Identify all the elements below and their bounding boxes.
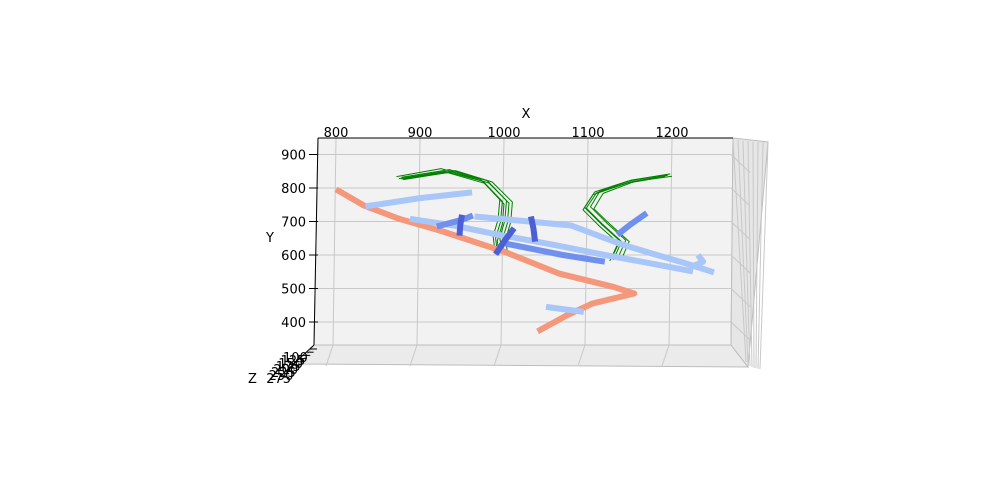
y-side-gridline: [730, 254, 751, 274]
x-tick-label: 800: [324, 126, 349, 141]
y-side-gridline: [730, 221, 751, 240]
series-line-dark-blue: [527, 215, 539, 242]
x-gridline: [584, 137, 589, 346]
z-depth-lines: [732, 139, 769, 370]
series-line-salmon: [334, 186, 638, 335]
z-tick-label: 200: [273, 363, 298, 378]
x-tick-label: 1100: [571, 126, 604, 141]
y-axis-line: [313, 137, 319, 346]
z-tick-label: 225: [271, 366, 296, 381]
z-tick-label: 250: [269, 369, 294, 384]
x-floor-gridline: [409, 344, 418, 367]
series-line-mid-blue: [503, 240, 606, 265]
x-tick-labels: 800 900 1000 1100 1200: [324, 126, 689, 141]
series-layer: [334, 168, 715, 335]
series-line-light-blue: [474, 213, 715, 276]
y-side-gridline: [730, 187, 751, 207]
y-tick-label: 500: [281, 283, 306, 298]
y-tick-label: 400: [281, 316, 306, 331]
series-line-mid-blue: [615, 210, 649, 238]
y-tick-label: 900: [281, 149, 306, 164]
x-tick-label: 1200: [655, 126, 688, 141]
x-tick-label: 900: [408, 126, 433, 141]
y-tick-labels: 400 500 600 700 800 900: [281, 149, 318, 331]
x-floor-gridline: [493, 344, 502, 367]
z-tick-label: 275: [266, 372, 291, 387]
z-tick-label: 175: [276, 360, 301, 375]
z-axis-label: Z: [248, 372, 257, 387]
series-line-light-blue: [364, 189, 473, 210]
y-side-gridline: [730, 288, 751, 307]
y-side-gridline: [730, 321, 751, 341]
series-line-dark-blue: [456, 214, 465, 236]
y-tick-label: 600: [281, 249, 306, 264]
floor-pane: [299, 344, 750, 368]
series-line-green: [398, 170, 503, 252]
x-gridline: [668, 137, 673, 346]
x-floor-gridline: [661, 344, 670, 367]
series-line-dark-blue: [493, 226, 517, 256]
z-tick-label: 150: [278, 357, 303, 372]
series-line-green: [401, 172, 505, 255]
x-floor-gridline: [577, 344, 586, 367]
series-line-light-blue: [545, 303, 585, 315]
y-tick-label: 800: [281, 182, 306, 197]
x-axis-label: X: [522, 107, 531, 122]
x-gridline: [332, 137, 337, 346]
series-line-light-blue: [691, 253, 707, 270]
y-side-gridline: [730, 154, 751, 173]
x-tick-label: 1000: [487, 126, 520, 141]
z-axis-line: [284, 344, 315, 373]
y-axis-label: Y: [265, 231, 274, 246]
y-tick-label: 700: [281, 216, 306, 231]
series-line-green: [593, 175, 673, 261]
x-floor-gridline: [325, 344, 334, 367]
series-line-light-blue: [409, 215, 694, 275]
